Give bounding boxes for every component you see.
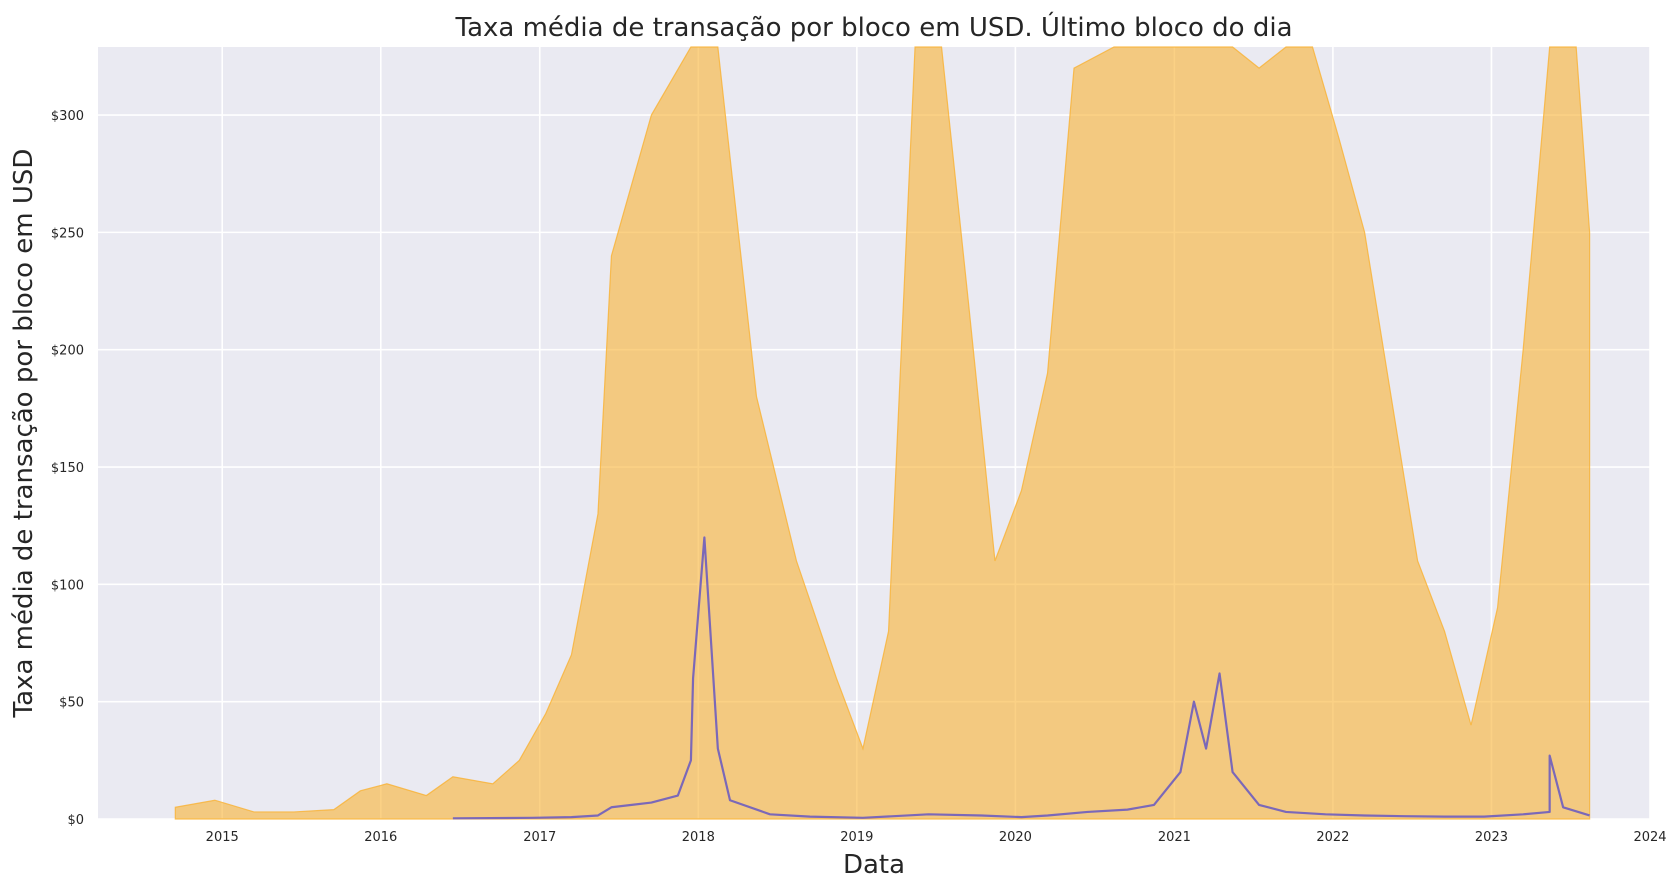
y-tick-label: $150 xyxy=(51,461,84,476)
x-tick-label: 2015 xyxy=(206,830,239,845)
y-tick-label: $250 xyxy=(51,226,84,241)
area-series-fill xyxy=(174,46,1591,820)
chart-title: Taxa média de transação por bloco em USD… xyxy=(454,11,1292,43)
x-tick-label: 2019 xyxy=(840,830,873,845)
x-tick-label: 2023 xyxy=(1475,830,1508,845)
area-series xyxy=(174,46,1591,820)
x-tick-label: 2016 xyxy=(364,830,397,845)
y-axis-ticks: $0 $50 $100 $150 $200 $250 $300 xyxy=(51,109,84,828)
x-axis-title: Data xyxy=(843,850,905,880)
x-tick-label: 2020 xyxy=(999,830,1032,845)
x-axis-ticks: 2015 2016 2017 2018 2019 2020 2021 2022 2023 2024 xyxy=(206,830,1667,845)
x-tick-label: 2024 xyxy=(1633,830,1666,845)
x-tick-label: 2018 xyxy=(682,830,715,845)
x-tick-label: 2021 xyxy=(1158,830,1191,845)
y-tick-label: $300 xyxy=(51,109,84,124)
y-tick-label: $100 xyxy=(51,578,84,593)
line-series xyxy=(452,536,1590,820)
y-tick-label: $0 xyxy=(67,813,84,828)
y-tick-label: $200 xyxy=(51,344,84,359)
x-tick-label: 2017 xyxy=(523,830,556,845)
y-tick-label: $50 xyxy=(59,696,84,711)
y-axis-title: Taxa média de transação por bloco em USD xyxy=(9,149,39,719)
x-tick-label: 2022 xyxy=(1316,830,1349,845)
